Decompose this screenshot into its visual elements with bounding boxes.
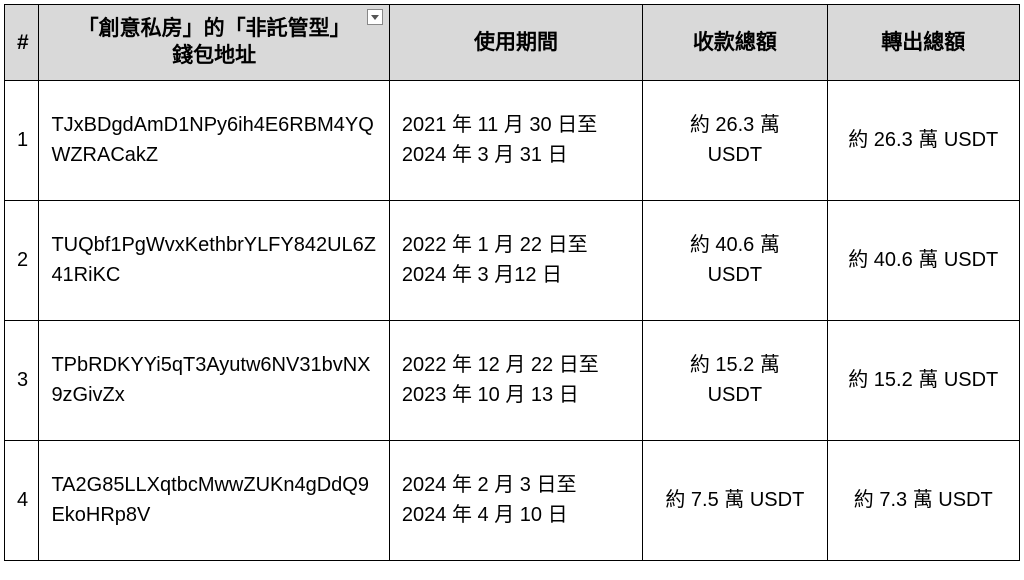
cell-received: 約 40.6 萬 USDT xyxy=(643,200,827,320)
dropdown-icon[interactable] xyxy=(367,9,383,25)
received-line1: 約 26.3 萬 xyxy=(690,114,780,136)
col-header-received: 收款總額 xyxy=(643,5,827,81)
header-row: # 「創意私房」的「非託管型」 錢包地址 使用期間 收款總額 轉出總額 xyxy=(5,5,1020,81)
cell-address: TA2G85LLXqtbcMwwZUKn4gDdQ9EkoHRp8V xyxy=(39,440,389,560)
cell-index: 2 xyxy=(5,200,39,320)
received-line1: 約 7.5 萬 USDT xyxy=(665,489,804,511)
col-header-sent: 轉出總額 xyxy=(827,5,1019,81)
col-header-period: 使用期間 xyxy=(389,5,642,81)
cell-sent: 約 15.2 萬 USDT xyxy=(827,320,1019,440)
col-header-address: 「創意私房」的「非託管型」 錢包地址 xyxy=(39,5,389,81)
cell-period: 2024 年 2 月 3 日至 2024 年 4 月 10 日 xyxy=(389,440,642,560)
period-line2: 2024 年 3 月 31 日 xyxy=(402,144,568,166)
cell-sent: 約 40.6 萬 USDT xyxy=(827,200,1019,320)
col-header-index: # xyxy=(5,5,39,81)
cell-period: 2022 年 1 月 22 日至 2024 年 3 月12 日 xyxy=(389,200,642,320)
cell-received: 約 15.2 萬 USDT xyxy=(643,320,827,440)
cell-index: 3 xyxy=(5,320,39,440)
col-header-address-line2: 錢包地址 xyxy=(172,44,256,67)
cell-period: 2021 年 11 月 30 日至 2024 年 3 月 31 日 xyxy=(389,80,642,200)
period-line1: 2022 年 1 月 22 日至 xyxy=(402,234,588,256)
cell-received: 約 7.5 萬 USDT xyxy=(643,440,827,560)
col-header-sent-label: 轉出總額 xyxy=(881,31,965,54)
table-row: 2 TUQbf1PgWvxKethbrYLFY842UL6Z41RiKC 202… xyxy=(5,200,1020,320)
cell-address: TJxBDgdAmD1NPy6ih4E6RBM4YQWZRACakZ xyxy=(39,80,389,200)
period-line2: 2023 年 10 月 13 日 xyxy=(402,384,579,406)
table-row: 3 TPbRDKYYi5qT3Ayutw6NV31bvNX9zGivZx 202… xyxy=(5,320,1020,440)
table-row: 4 TA2G85LLXqtbcMwwZUKn4gDdQ9EkoHRp8V 202… xyxy=(5,440,1020,560)
period-line1: 2021 年 11 月 30 日至 xyxy=(402,114,597,136)
cell-sent: 約 26.3 萬 USDT xyxy=(827,80,1019,200)
cell-address: TUQbf1PgWvxKethbrYLFY842UL6Z41RiKC xyxy=(39,200,389,320)
period-line1: 2022 年 12 月 22 日至 xyxy=(402,354,599,376)
cell-sent: 約 7.3 萬 USDT xyxy=(827,440,1019,560)
received-line2: USDT xyxy=(708,384,762,406)
wallet-table: # 「創意私房」的「非託管型」 錢包地址 使用期間 收款總額 轉出總額 xyxy=(4,4,1020,561)
cell-period: 2022 年 12 月 22 日至 2023 年 10 月 13 日 xyxy=(389,320,642,440)
cell-address: TPbRDKYYi5qT3Ayutw6NV31bvNX9zGivZx xyxy=(39,320,389,440)
table-row: 1 TJxBDgdAmD1NPy6ih4E6RBM4YQWZRACakZ 202… xyxy=(5,80,1020,200)
cell-index: 4 xyxy=(5,440,39,560)
period-line1: 2024 年 2 月 3 日至 xyxy=(402,474,577,496)
table-wrapper: # 「創意私房」的「非託管型」 錢包地址 使用期間 收款總額 轉出總額 xyxy=(0,0,1024,565)
received-line1: 約 40.6 萬 xyxy=(690,234,780,256)
received-line2: USDT xyxy=(708,264,762,286)
col-header-address-inner: 「創意私房」的「非託管型」 錢包地址 xyxy=(51,15,376,70)
col-header-index-label: # xyxy=(17,31,29,54)
col-header-received-label: 收款總額 xyxy=(693,31,777,54)
col-header-period-label: 使用期間 xyxy=(474,31,558,54)
cell-received: 約 26.3 萬 USDT xyxy=(643,80,827,200)
period-line2: 2024 年 4 月 10 日 xyxy=(402,504,568,526)
received-line1: 約 15.2 萬 xyxy=(690,354,780,376)
received-line2: USDT xyxy=(708,144,762,166)
cell-index: 1 xyxy=(5,80,39,200)
period-line2: 2024 年 3 月12 日 xyxy=(402,264,562,286)
col-header-address-line1: 「創意私房」的「非託管型」 xyxy=(78,17,351,40)
